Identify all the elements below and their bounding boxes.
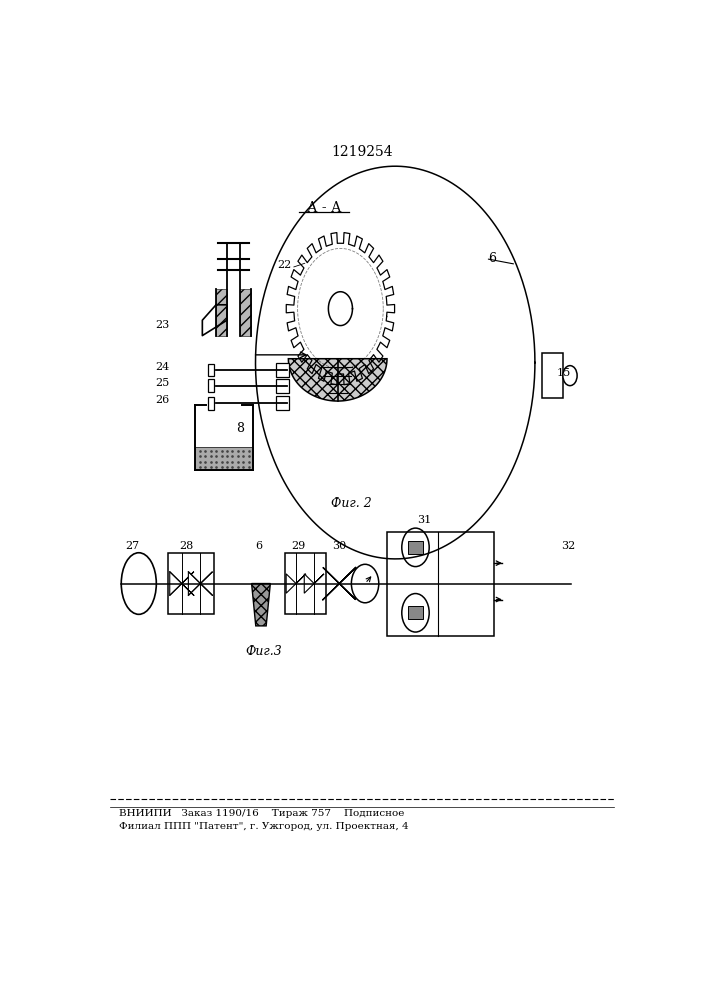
Bar xyxy=(208,397,214,410)
Text: 1219254: 1219254 xyxy=(332,145,393,159)
Text: 23: 23 xyxy=(156,320,170,330)
Text: 26: 26 xyxy=(156,395,170,405)
Text: 29: 29 xyxy=(291,541,305,551)
Polygon shape xyxy=(288,359,387,401)
Bar xyxy=(276,363,289,377)
Text: 22: 22 xyxy=(277,260,292,270)
Bar xyxy=(387,532,494,636)
Polygon shape xyxy=(195,447,253,470)
Text: 6: 6 xyxy=(489,252,496,265)
Circle shape xyxy=(563,366,577,386)
Text: Фиг.3: Фиг.3 xyxy=(245,645,282,658)
Text: 28: 28 xyxy=(179,541,193,551)
Polygon shape xyxy=(240,289,251,336)
Text: А - А: А - А xyxy=(307,201,341,215)
Text: 32: 32 xyxy=(561,541,575,551)
Bar xyxy=(276,379,289,393)
Polygon shape xyxy=(304,574,324,593)
Bar xyxy=(208,364,214,376)
Text: 15: 15 xyxy=(557,368,571,378)
Bar xyxy=(408,606,423,619)
Text: 6: 6 xyxy=(255,541,262,551)
Bar xyxy=(208,379,214,392)
Text: 25: 25 xyxy=(156,378,170,388)
Text: 31: 31 xyxy=(417,515,431,525)
Polygon shape xyxy=(188,572,213,595)
Text: 8: 8 xyxy=(236,422,245,435)
Polygon shape xyxy=(216,289,227,336)
Polygon shape xyxy=(286,574,306,593)
Bar xyxy=(542,353,563,398)
Text: 30: 30 xyxy=(332,541,346,551)
Bar xyxy=(276,396,289,410)
Text: 27: 27 xyxy=(126,541,140,551)
Text: 24: 24 xyxy=(156,362,170,372)
Text: ВНИИПИ   Заказ 1190/16    Тираж 757    Подписное: ВНИИПИ Заказ 1190/16 Тираж 757 Подписное xyxy=(119,809,404,818)
Polygon shape xyxy=(252,584,270,626)
Bar xyxy=(284,553,326,614)
Text: Филиал ППП "Патент", г. Ужгород, ул. Проектная, 4: Филиал ППП "Патент", г. Ужгород, ул. Про… xyxy=(119,822,408,831)
Bar xyxy=(168,553,214,614)
Polygon shape xyxy=(323,567,356,600)
Bar xyxy=(408,541,423,554)
Polygon shape xyxy=(170,572,194,595)
Text: Фиг. 2: Фиг. 2 xyxy=(331,497,372,510)
